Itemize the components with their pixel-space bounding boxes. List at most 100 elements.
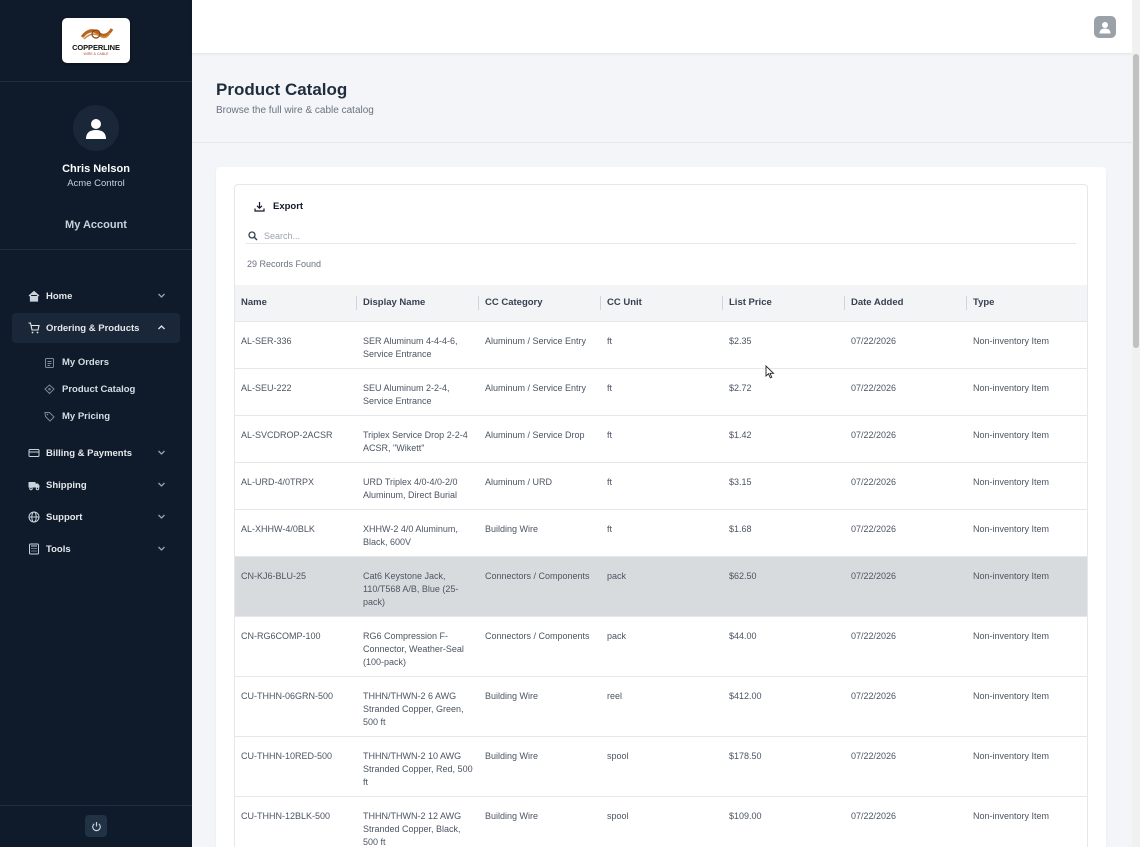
table-cell: Non-inventory Item: [967, 321, 1087, 369]
table-cell: pack: [601, 556, 723, 617]
table-cell: $1.68: [723, 509, 845, 557]
table-cell: Aluminum / Service Entry: [479, 321, 601, 369]
chevron-up-icon: [158, 325, 165, 330]
column-header-label: List Price: [729, 297, 772, 309]
table-cell: SEU Aluminum 2-2-4, Service Entrance: [357, 368, 479, 416]
column-header[interactable]: Name: [235, 285, 357, 322]
table-cell: Non-inventory Item: [967, 415, 1087, 463]
table-header-row: Name Display Name CC Category CC Unit List P…: [235, 285, 1087, 322]
home-icon: [28, 290, 40, 302]
export-button[interactable]: Export: [254, 201, 303, 212]
table-cell: SER Aluminum 4-4-4-6, Service Entrance: [357, 321, 479, 369]
company-logo[interactable]: COPPERLINE WIRE & CABLE: [62, 18, 130, 63]
logout-button[interactable]: [85, 815, 107, 837]
chevron-down-icon: [158, 514, 165, 519]
column-resize-handle[interactable]: [966, 296, 967, 310]
table-cell: Connectors / Components: [479, 556, 601, 617]
table-cell: 07/22/2026: [845, 368, 967, 416]
nav-item-label: Tools: [46, 543, 71, 555]
table-row[interactable]: CN-RG6COMP-100 RG6 Compression F-Connecto…: [235, 616, 1087, 677]
scrollbar-thumb[interactable]: [1133, 54, 1139, 348]
sidebar-item-product-catalog[interactable]: Product Catalog: [44, 379, 135, 399]
nav-item-label: Home: [46, 290, 73, 302]
table-cell: reel: [601, 676, 723, 737]
table-cell: CN-RG6COMP-100: [235, 616, 357, 677]
table-cell: spool: [601, 736, 723, 797]
column-resize-handle[interactable]: [722, 296, 723, 310]
table-cell: 07/22/2026: [845, 616, 967, 677]
column-header[interactable]: List Price: [723, 285, 845, 322]
table-cell: $2.72: [723, 368, 845, 416]
column-header[interactable]: CC Category: [479, 285, 601, 322]
table-cell: Building Wire: [479, 509, 601, 557]
column-header[interactable]: Display Name: [357, 285, 479, 322]
column-header[interactable]: CC Unit: [601, 285, 723, 322]
nav-item-tools[interactable]: Tools: [12, 534, 180, 564]
sidebar-item-my-orders[interactable]: My Orders: [44, 352, 109, 372]
my-account-link[interactable]: My Account: [65, 219, 127, 231]
table-cell: THHN/THWN-2 12 AWG Stranded Copper, Blac…: [357, 796, 479, 847]
globe-icon: [28, 511, 40, 523]
table-cell: 07/22/2026: [845, 321, 967, 369]
column-header[interactable]: Type: [967, 285, 1087, 322]
sidebar-item-my-pricing[interactable]: My Pricing: [44, 406, 110, 426]
column-resize-handle[interactable]: [600, 296, 601, 310]
table-cell: XHHW-2 4/0 Aluminum, Black, 600V: [357, 509, 479, 557]
search-input[interactable]: [264, 230, 1044, 241]
scrollbar-track[interactable]: [1132, 0, 1140, 847]
table-row[interactable]: AL-SER-336 SER Aluminum 4-4-4-6, Service …: [235, 321, 1087, 369]
tag-icon: [44, 411, 55, 422]
column-resize-handle[interactable]: [356, 296, 357, 310]
avatar: [73, 105, 119, 151]
search-bar: [246, 228, 1076, 244]
table-row[interactable]: CU-THHN-06GRN-500 THHN/THWN-2 6 AWG Stran…: [235, 676, 1087, 737]
product-table: Name Display Name CC Category CC Unit List P…: [235, 285, 1087, 847]
table-row[interactable]: AL-URD-4/0TRPX URD Triplex 4/0-4/0-2/0 Al…: [235, 462, 1087, 510]
records-count: 29 Records Found: [247, 259, 322, 269]
table-cell: RG6 Compression F-Connector, Weather-Sea…: [357, 616, 479, 677]
table-row[interactable]: AL-SVCDROP-2ACSR Triplex Service Drop 2-2…: [235, 415, 1087, 463]
nav-item-label: Shipping: [46, 479, 87, 491]
user-menu-button[interactable]: [1094, 16, 1116, 38]
column-header[interactable]: Date Added: [845, 285, 967, 322]
table-cell: 07/22/2026: [845, 676, 967, 737]
table-row[interactable]: CN-KJ6-BLU-25 Cat6 Keystone Jack, 110/T56…: [235, 556, 1087, 617]
table-cell: 07/22/2026: [845, 415, 967, 463]
sidebar: COPPERLINE WIRE & CABLE Chris Nelson Acm…: [0, 0, 192, 847]
table-cell: $1.42: [723, 415, 845, 463]
table-cell: Building Wire: [479, 796, 601, 847]
sidebar-item-label: Product Catalog: [62, 383, 136, 395]
nav-item-ordering-products[interactable]: Ordering & Products: [12, 313, 180, 343]
table-cell: ft: [601, 368, 723, 416]
table-cell: Non-inventory Item: [967, 462, 1087, 510]
nav-item-shipping[interactable]: Shipping: [12, 470, 180, 500]
nav-item-label: Ordering & Products: [46, 322, 140, 334]
column-resize-handle[interactable]: [478, 296, 479, 310]
nav-item-billing-payments[interactable]: Billing & Payments: [12, 438, 180, 468]
table-cell: Non-inventory Item: [967, 368, 1087, 416]
table-cell: $178.50: [723, 736, 845, 797]
nav-item-label: Support: [46, 511, 83, 523]
column-resize-handle[interactable]: [844, 296, 845, 310]
nav-item-home[interactable]: Home: [12, 281, 180, 311]
sidebar-item-label: My Orders: [62, 356, 109, 368]
nav-item-support[interactable]: Support: [12, 502, 180, 532]
table-cell: Connectors / Components: [479, 616, 601, 677]
divider: [0, 805, 192, 806]
table-cell: ft: [601, 415, 723, 463]
shipping-icon: [28, 482, 40, 491]
table-cell: Aluminum / Service Entry: [479, 368, 601, 416]
divider: [0, 81, 192, 82]
table-row[interactable]: CU-THHN-12BLK-500 THHN/THWN-2 12 AWG Stra…: [235, 796, 1087, 847]
table-cell: Cat6 Keystone Jack, 110/T568 A/B, Blue (…: [357, 556, 479, 617]
table-cell: AL-SEU-222: [235, 368, 357, 416]
clipboard-icon: [45, 357, 54, 368]
page-title: Product Catalog: [216, 80, 348, 99]
table-row[interactable]: AL-SEU-222 SEU Aluminum 2-2-4, Service En…: [235, 368, 1087, 416]
table-cell: THHN/THWN-2 6 AWG Stranded Copper, Green…: [357, 676, 479, 737]
table-cell: $62.50: [723, 556, 845, 617]
table-row[interactable]: CU-THHN-10RED-500 THHN/THWN-2 10 AWG Stra…: [235, 736, 1087, 797]
table-cell: $412.00: [723, 676, 845, 737]
table-row[interactable]: AL-XHHW-4/0BLK XHHW-2 4/0 Aluminum, Black…: [235, 509, 1087, 557]
user-name: Chris Nelson: [62, 163, 130, 175]
